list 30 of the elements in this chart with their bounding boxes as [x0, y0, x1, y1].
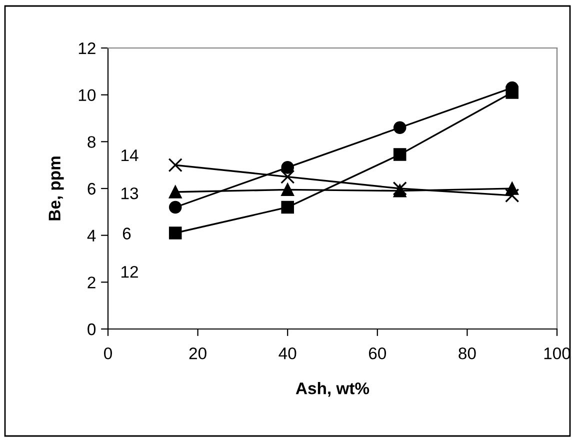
x-tick-label: 20	[189, 347, 206, 360]
point	[393, 148, 406, 161]
point	[168, 186, 182, 198]
point	[281, 161, 294, 174]
x-tick-label: 100	[544, 347, 570, 360]
y-tick-label: 4	[87, 230, 96, 242]
y-tick-label: 2	[88, 276, 96, 288]
series-label: 14	[122, 150, 138, 162]
point	[168, 158, 182, 172]
point	[280, 170, 295, 184]
x-tick-label: 0	[104, 347, 112, 360]
point	[281, 183, 294, 196]
y-tick-label: 8	[88, 136, 96, 148]
x-tick-label: 60	[368, 347, 386, 360]
text: 6	[122, 228, 131, 240]
point	[505, 188, 520, 203]
text: 12	[122, 266, 138, 278]
y-tick-label: 6	[88, 182, 96, 195]
x-tick-label: 40	[278, 347, 296, 360]
y-tick-label: 12	[78, 42, 96, 54]
x-axis-title: Ash, wt%	[296, 382, 370, 397]
x-tick-label: 80	[458, 347, 476, 360]
point	[393, 121, 406, 134]
y-tick-label: 0	[88, 323, 96, 336]
point	[168, 200, 182, 214]
point	[281, 200, 294, 214]
series-label: 13	[122, 187, 138, 200]
y-axis-title: Be, ppm	[48, 156, 64, 220]
point	[168, 226, 182, 240]
y-tick-label: 10	[78, 89, 96, 102]
